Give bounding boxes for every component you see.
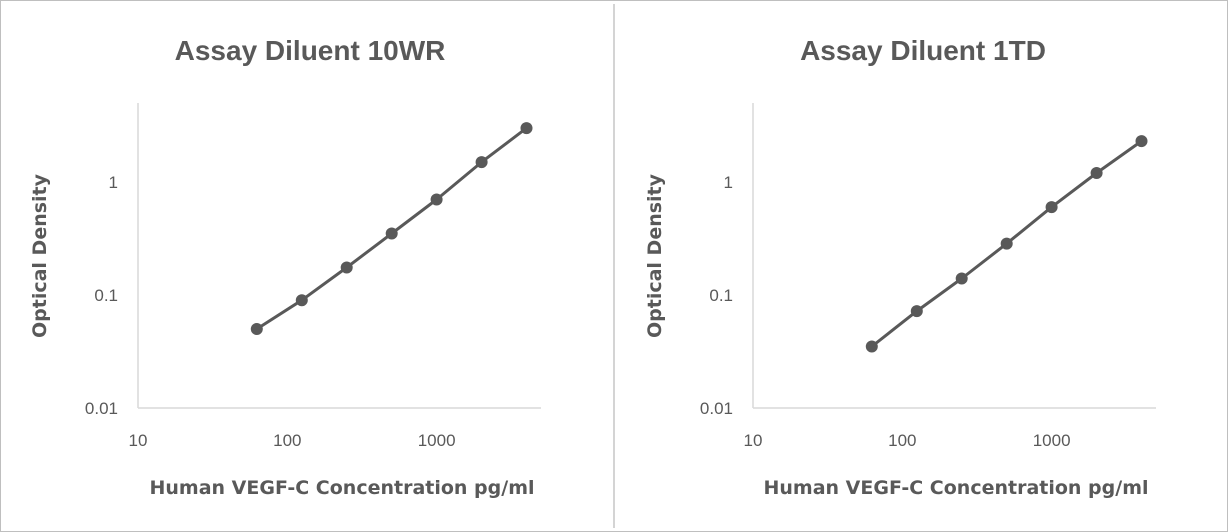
panel-divider	[613, 4, 615, 528]
chart-title: Assay Diluent 10WR	[175, 35, 446, 66]
data-point	[475, 156, 488, 169]
data-point	[1090, 167, 1103, 179]
data-point	[295, 294, 308, 307]
data-point	[250, 323, 263, 335]
x-tick-label: 100	[888, 431, 916, 450]
y-tick-label: 0.01	[85, 399, 118, 418]
x-axis-title: Human VEGF-C Concentration pg/ml	[149, 477, 534, 499]
data-point	[910, 305, 923, 318]
data-point	[1135, 135, 1148, 148]
y-tick-label: 0.1	[709, 286, 733, 305]
plot-axes	[137, 103, 541, 409]
chart-panel-10wr: Assay Diluent 10WR Optical Density Human…	[29, 35, 541, 499]
y-axis-title: Optical Density	[29, 173, 51, 338]
x-tick-label: 10	[129, 431, 148, 450]
x-tick-label: 10	[744, 431, 763, 450]
data-point	[340, 261, 353, 274]
data-point	[520, 122, 533, 135]
y-axis-title: Optical Density	[644, 173, 666, 338]
data-point	[865, 340, 878, 353]
y-tick-label: 1	[724, 173, 733, 192]
chart-title: Assay Diluent 1TD	[800, 35, 1046, 66]
x-axis-title: Human VEGF-C Concentration pg/ml	[763, 477, 1148, 499]
y-tick-label: 0.1	[94, 286, 118, 305]
data-point	[1045, 201, 1058, 214]
data-point	[1000, 237, 1013, 250]
x-tick-label: 1000	[1033, 431, 1071, 450]
plot-axes	[752, 103, 1156, 409]
x-tick-label: 100	[273, 431, 301, 450]
data-point	[385, 227, 398, 240]
x-tick-label: 1000	[418, 431, 456, 450]
y-tick-label: 0.01	[700, 399, 733, 418]
data-point	[430, 193, 443, 206]
y-tick-label: 1	[109, 173, 118, 192]
data-point	[955, 272, 968, 285]
chart-panel-1td: Assay Diluent 1TD Optical Density Human …	[644, 35, 1156, 499]
